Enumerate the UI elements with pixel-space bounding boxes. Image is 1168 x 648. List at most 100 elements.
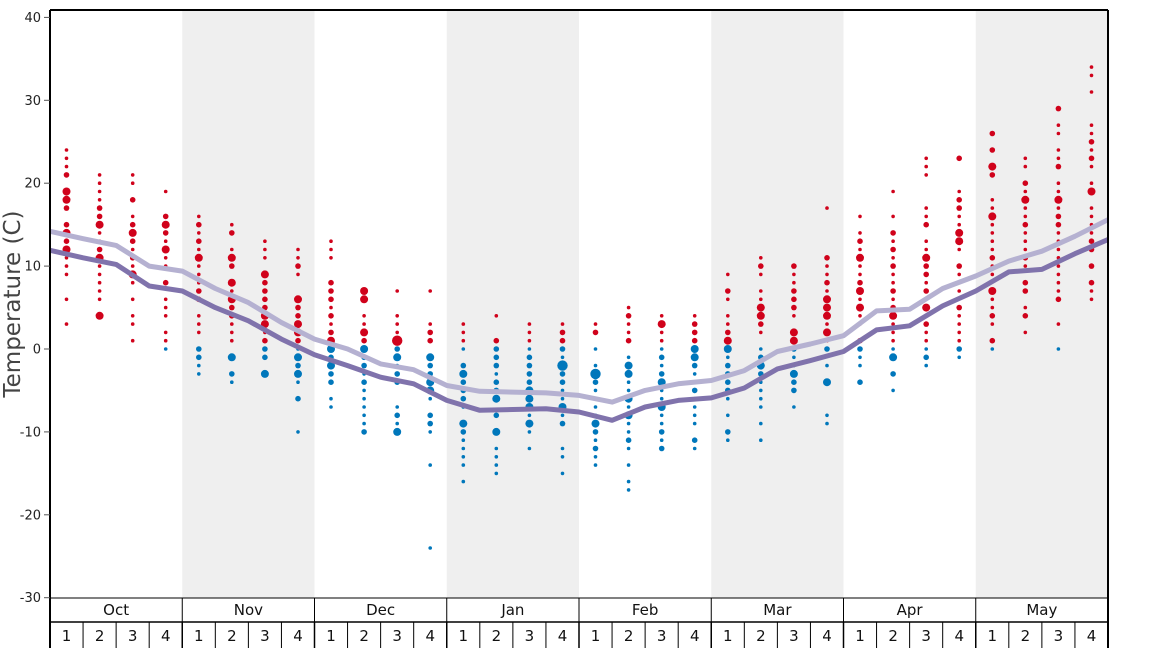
observation-dot	[263, 255, 267, 260]
y-tick-label: 40	[24, 11, 41, 26]
observation-dot	[626, 380, 631, 385]
observation-dot	[329, 405, 333, 409]
observation-dot	[64, 322, 69, 326]
observation-dot	[691, 362, 698, 369]
observation-dot	[690, 345, 699, 353]
observation-dot	[924, 156, 928, 161]
observation-dot	[725, 288, 731, 294]
observation-dot	[725, 329, 731, 336]
observation-dot	[891, 239, 895, 243]
observation-dot	[1023, 156, 1028, 161]
observation-dot	[393, 427, 402, 436]
observation-dot	[956, 263, 962, 269]
week-label: 1	[988, 627, 998, 645]
week-label: 1	[326, 627, 336, 645]
observation-dot	[726, 438, 730, 443]
observation-dot	[1023, 214, 1028, 219]
observation-dot	[891, 255, 895, 260]
month-label-mar: Mar	[763, 601, 792, 619]
observation-dot	[96, 246, 103, 253]
observation-dot	[659, 396, 664, 401]
lower-average-line	[49, 237, 1109, 423]
observation-dot	[1023, 206, 1028, 210]
observation-dot	[856, 253, 864, 262]
observation-dot	[460, 429, 467, 435]
observation-dot	[62, 187, 71, 196]
observation-dot	[1089, 123, 1094, 127]
observation-dot	[823, 328, 831, 337]
observation-dot	[957, 338, 961, 343]
observation-dot	[988, 287, 997, 295]
observation-dot	[1023, 330, 1028, 335]
observation-dot	[1023, 305, 1028, 310]
y-tick-label: 30	[24, 94, 41, 109]
observation-dot	[891, 214, 895, 219]
observation-dot	[130, 181, 135, 185]
observation-dot	[362, 314, 366, 318]
observation-dot	[230, 222, 234, 227]
week-label: 4	[161, 627, 171, 645]
observation-dot	[163, 338, 168, 343]
observation-dot	[494, 463, 499, 467]
observation-dot	[230, 338, 234, 343]
observation-dot	[428, 546, 433, 550]
observation-dot	[692, 405, 697, 409]
observation-dot	[626, 446, 631, 451]
month-label-dec: Dec	[366, 601, 395, 619]
observation-dot	[591, 419, 600, 428]
observation-dot	[1056, 123, 1061, 127]
week-label: 3	[921, 627, 931, 645]
observation-dot	[460, 362, 467, 369]
observation-dot	[924, 239, 928, 243]
observation-dot	[1056, 189, 1061, 194]
observation-dot	[658, 354, 665, 361]
y-tick-label: 0	[33, 343, 41, 358]
observation-dot	[1056, 280, 1061, 285]
observation-dot	[161, 245, 170, 254]
observation-dot	[691, 329, 698, 336]
observation-dot	[526, 379, 533, 386]
observation-dot	[395, 289, 400, 293]
observation-dot	[626, 463, 631, 467]
week-label: 2	[227, 627, 237, 645]
observation-dot	[1088, 155, 1095, 162]
y-axis-ticks: 40 30 20 10 0 -10 -20 -30	[20, 11, 50, 606]
observation-dot	[626, 355, 631, 360]
observation-dot	[626, 488, 631, 492]
observation-dot	[1089, 297, 1094, 302]
observation-dot	[64, 164, 69, 169]
month-band-may	[975, 10, 1108, 598]
observation-dot	[230, 247, 234, 252]
observation-dot	[923, 263, 929, 269]
observation-dot	[858, 214, 862, 219]
observation-dot	[494, 471, 499, 476]
observation-dot	[230, 380, 234, 385]
observation-dot	[726, 314, 730, 318]
observation-dot	[163, 239, 168, 243]
observation-dot	[625, 437, 632, 444]
observation-dot	[196, 288, 202, 294]
week-label: 4	[954, 627, 964, 645]
observation-dot	[758, 321, 764, 327]
observation-dot	[890, 246, 896, 253]
observation-dot	[759, 396, 763, 401]
observation-dot	[527, 347, 532, 351]
observation-dot	[559, 329, 566, 336]
observation-dot	[1023, 264, 1028, 268]
observation-dot	[361, 337, 367, 344]
observation-dot	[459, 419, 468, 428]
observation-dot	[692, 372, 697, 376]
observation-dot	[294, 369, 302, 378]
observation-dot	[825, 322, 829, 326]
observation-dot	[130, 280, 135, 285]
observation-dot	[230, 322, 234, 326]
observation-dot	[825, 421, 829, 426]
observation-dot	[891, 280, 895, 285]
observation-dot	[856, 303, 864, 312]
axes	[49, 9, 1109, 648]
observation-dot	[295, 263, 301, 269]
observation-dot	[691, 321, 698, 327]
observation-dot	[658, 371, 665, 377]
observation-dot	[295, 337, 301, 344]
observation-dot	[461, 347, 466, 351]
